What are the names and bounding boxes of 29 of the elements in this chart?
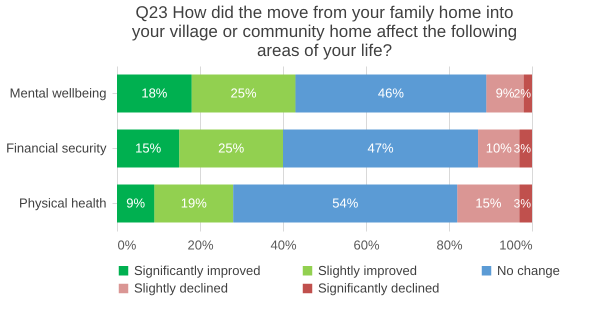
data-label: 47%	[368, 140, 394, 156]
data-label: 15%	[135, 140, 162, 156]
y-tick-label: Physical health	[19, 196, 106, 210]
data-label: 25%	[230, 86, 258, 100]
y-tick-label: Mental wellbeing	[10, 86, 106, 100]
legend-label: Slightly declined	[134, 280, 228, 296]
x-tick-label: 20%	[187, 238, 214, 252]
x-tick-label: 0%	[118, 238, 137, 252]
x-tick-label: 60%	[353, 238, 380, 252]
data-label: 9%	[496, 86, 515, 100]
data-label: 25%	[218, 140, 245, 156]
data-label: 18%	[141, 86, 168, 100]
data-label: 15%	[475, 196, 502, 210]
data-label: 9%	[126, 196, 146, 210]
legend-label: No change	[497, 262, 560, 278]
data-label: 3%	[514, 196, 532, 210]
legend-label: Significantly improved	[134, 262, 260, 278]
data-label: 3%	[514, 142, 532, 156]
data-label: 10%	[486, 140, 512, 156]
data-label: 54%	[332, 196, 359, 210]
data-label: 19%	[180, 196, 208, 210]
x-tick-label: 100%	[499, 238, 533, 252]
x-tick-label: 80%	[436, 238, 463, 252]
chart-title: Q23 How did the move from your family home into your village or community home affect the following areas of your life?	[132, 3, 518, 60]
y-tick-label: Financial security	[6, 140, 107, 156]
data-label: 46%	[378, 86, 404, 100]
legend-label: Slightly improved	[318, 262, 417, 278]
x-tick-label: 40%	[270, 238, 297, 252]
legend-label: Significantly declined	[318, 280, 440, 296]
